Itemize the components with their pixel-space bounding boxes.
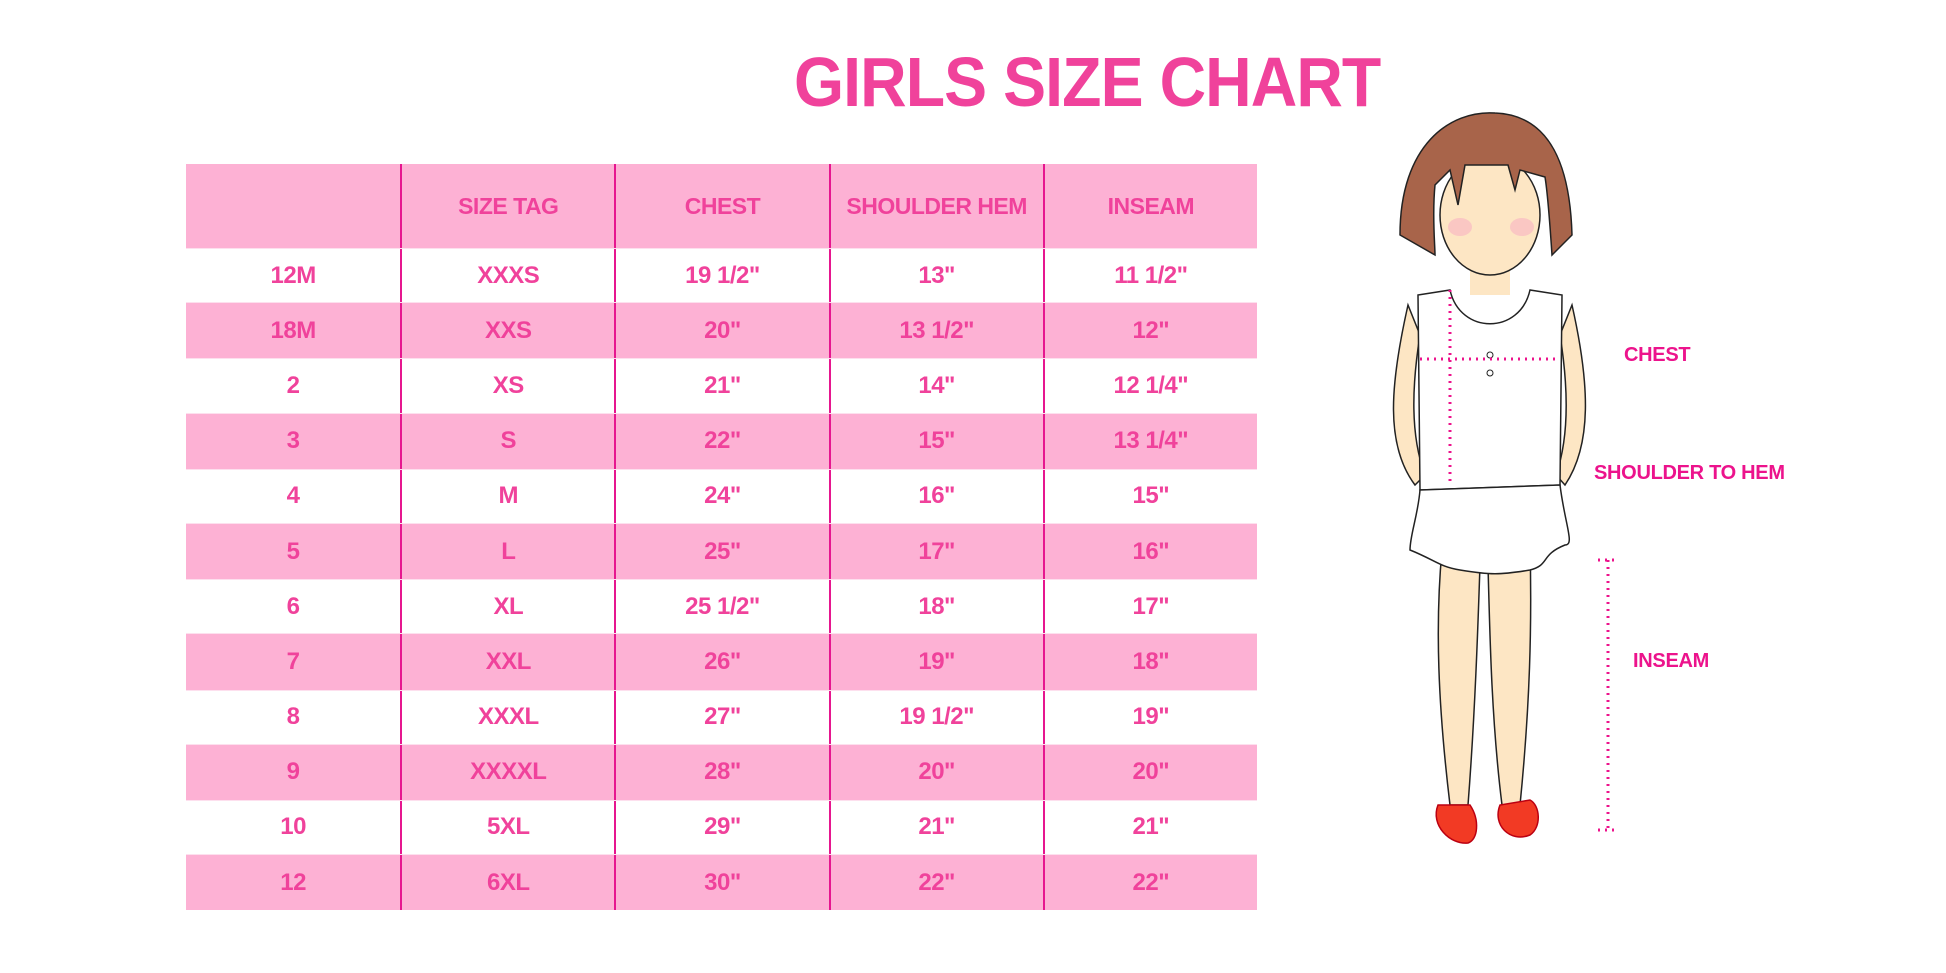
table-row: 3 S 22" 15" 13 1/4" — [186, 413, 1257, 469]
table-cell: 21" — [828, 800, 1043, 855]
table-cell: 18" — [828, 580, 1043, 634]
table-cell: 15" — [828, 413, 1043, 469]
table-cell: 5 — [286, 537, 300, 565]
table-row: 6 XL 25 1/2" 18" 17" — [186, 579, 1257, 635]
table-cell: XXS — [400, 303, 614, 359]
size-table: SIZE TAG CHEST SHOULDER HEM INSEAM 12M XXXS 19… — [186, 164, 1257, 911]
table-cell: 13" — [828, 249, 1043, 303]
table-cell: 13 1/4" — [1042, 413, 1257, 469]
table-cell: 22" — [614, 413, 828, 469]
table-header-row: SIZE TAG CHEST SHOULDER HEM INSEAM — [186, 164, 1257, 248]
table-cell: 19" — [828, 634, 1043, 690]
table-cell: 26" — [614, 634, 828, 690]
page-title: GIRLS SIZE CHART — [793, 43, 1381, 121]
table-cell: XS — [400, 359, 614, 413]
table-cell: 20" — [828, 744, 1043, 800]
table-cell: 9 — [286, 758, 300, 786]
table-cell: 25 1/2" — [614, 580, 828, 634]
table-cell: 7 — [286, 647, 300, 675]
table-cell: 15" — [1042, 469, 1257, 523]
table-cell: 14" — [828, 359, 1043, 413]
table-cell: 25" — [614, 523, 828, 580]
shoulder-to-hem-label: SHOULDER TO HEM — [1594, 462, 1785, 484]
table-row: 4 M 24" 16" 15" — [186, 468, 1257, 524]
table-cell: 22" — [1042, 855, 1257, 911]
table-cell: 17" — [828, 523, 1043, 580]
header-cell: CHEST — [614, 164, 828, 248]
table-cell: 4 — [286, 482, 300, 510]
header-cell — [186, 164, 400, 248]
header-cell: SIZE TAG — [400, 164, 614, 248]
table-cell: 17" — [1042, 580, 1257, 634]
table-cell: M — [400, 469, 614, 523]
table-cell: 10 — [280, 813, 306, 841]
table-cell: 3 — [286, 427, 300, 455]
table-cell: 22" — [828, 855, 1043, 911]
table-cell: XXXXL — [400, 744, 614, 800]
table-cell: XXL — [400, 634, 614, 690]
table-cell: 12 — [280, 868, 306, 896]
table-cell: XXXL — [400, 690, 614, 744]
table-row: 10 5XL 29" 21" 21" — [186, 799, 1257, 856]
table-cell: XL — [400, 580, 614, 634]
table-cell: 21" — [614, 359, 828, 413]
table-row: 2 XS 21" 14" 12 1/4" — [186, 358, 1257, 414]
table-row: 5 L 25" 17" 16" — [186, 523, 1257, 580]
table-row: 18M XXS 20" 13 1/2" 12" — [186, 303, 1257, 359]
table-cell: 12 1/4" — [1042, 359, 1257, 413]
table-row: 12 6XL 30" 22" 22" — [186, 855, 1257, 911]
table-cell: 21" — [1042, 800, 1257, 855]
chest-label: CHEST — [1624, 344, 1691, 366]
table-cell: 18M — [270, 316, 317, 344]
table-cell: 13 1/2" — [828, 303, 1043, 359]
table-cell: 2 — [286, 371, 300, 399]
table-cell: 16" — [828, 469, 1043, 523]
table-cell: XXXS — [400, 249, 614, 303]
inseam-label: INSEAM — [1633, 650, 1709, 672]
table-cell: 20" — [1042, 744, 1257, 800]
table-cell: 12" — [1042, 303, 1257, 359]
girl-illustration — [1392, 112, 1618, 844]
header-cell: INSEAM — [1042, 164, 1257, 248]
table-cell: 27" — [614, 690, 828, 744]
table-cell: 18" — [1042, 634, 1257, 690]
table-cell: 6 — [286, 592, 300, 620]
table-cell: S — [400, 413, 614, 469]
table-cell: 20" — [614, 303, 828, 359]
table-cell: 11 1/2" — [1042, 249, 1257, 303]
table-cell: 6XL — [400, 855, 614, 911]
header-cell: SHOULDER HEM — [828, 164, 1043, 248]
table-cell: 28" — [614, 744, 828, 800]
table-cell: 24" — [614, 469, 828, 523]
table-cell: 5XL — [400, 800, 614, 855]
table-cell: 29" — [614, 800, 828, 855]
table-row: 9 XXXXL 28" 20" 20" — [186, 744, 1257, 800]
table-cell: L — [400, 523, 614, 580]
table-cell: 19" — [1042, 690, 1257, 744]
table-cell: 16" — [1042, 523, 1257, 580]
table-cell: 30" — [614, 855, 828, 911]
table-row: 12M XXXS 19 1/2" 13" 11 1/2" — [186, 248, 1257, 304]
table-row: 8 XXXL 27" 19 1/2" 19" — [186, 689, 1257, 745]
table-row: 7 XXL 26" 19" 18" — [186, 634, 1257, 690]
table-cell: 12M — [270, 261, 317, 289]
table-cell: 8 — [286, 703, 300, 731]
table-cell: 19 1/2" — [614, 249, 828, 303]
table-cell: 19 1/2" — [828, 690, 1043, 744]
